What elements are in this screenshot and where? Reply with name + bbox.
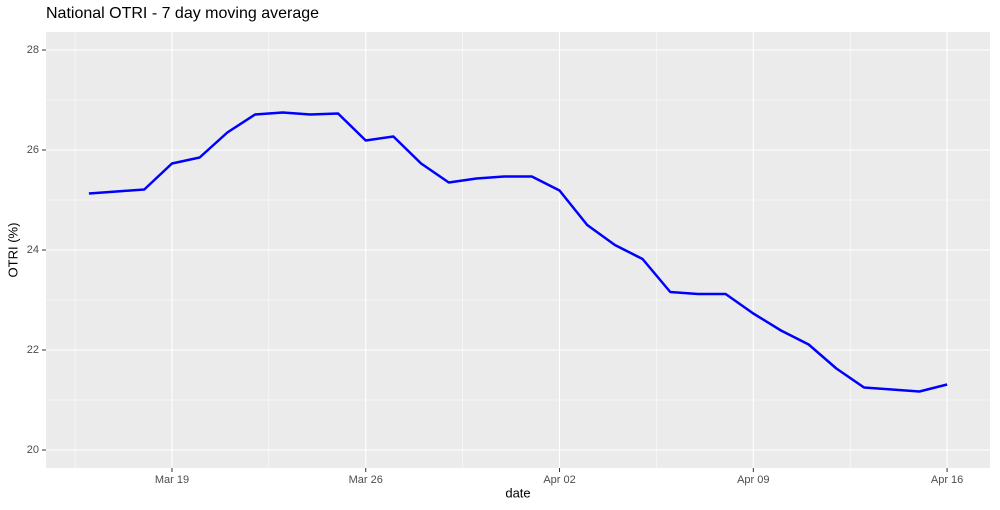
- y-tick-label: 22: [27, 344, 39, 356]
- x-tick-label: Apr 09: [737, 474, 769, 486]
- line: [88, 111, 948, 393]
- y-tick-label: 28: [27, 44, 39, 56]
- y-tick-label: 20: [27, 444, 39, 456]
- chart-title: National OTRI - 7 day moving average: [46, 5, 319, 22]
- x-tick-label: Mar 26: [349, 474, 383, 486]
- x-axis-label: date: [505, 485, 530, 500]
- x-tick-label: Apr 16: [931, 474, 963, 486]
- y-tick-label: 26: [27, 144, 39, 156]
- y-tick-label: 24: [27, 244, 39, 256]
- y-axis-label: OTRI (%): [5, 223, 20, 278]
- x-tick-label: Mar 19: [155, 474, 189, 486]
- x-tick-label: Apr 02: [543, 474, 575, 486]
